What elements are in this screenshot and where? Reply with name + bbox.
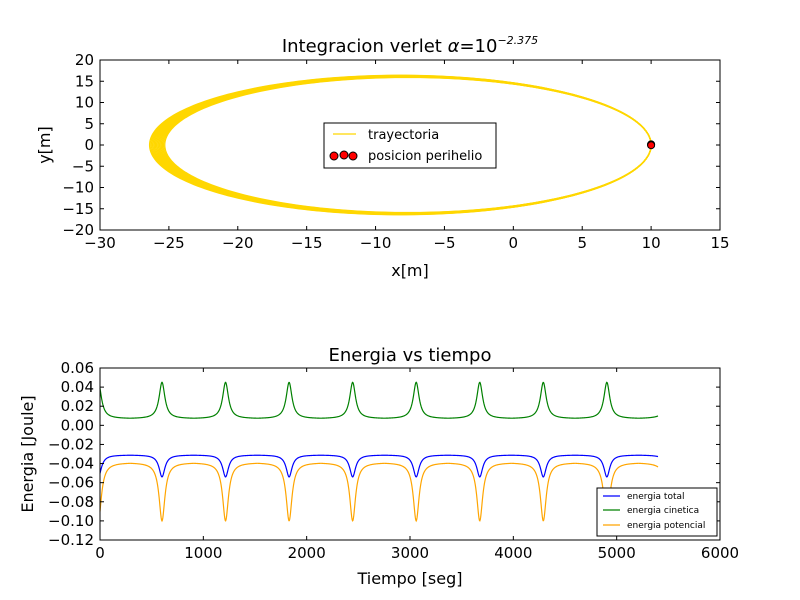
orbit-chart: Integracion verlet α=10−2.375 −30 −25 −20−… <box>35 34 730 280</box>
orbit-y-axis: −20 −15 −10 −5 0 5 10 15 20 <box>62 51 720 239</box>
energy-series-line <box>99 381 659 419</box>
orbit-plot-area <box>148 74 656 216</box>
energy-x-axis-label: Tiempo [seg] <box>356 569 462 588</box>
legend-perihelio-marker <box>329 151 339 161</box>
x-tick-label: 2000 <box>288 544 326 562</box>
legend-perihelio-marker <box>348 151 358 161</box>
x-tick-label: −15 <box>291 234 323 252</box>
y-tick-label: 5 <box>84 115 94 133</box>
y-tick-label: −5 <box>72 157 94 175</box>
orbit-x-axis: −30 −25 −20 −15 −10 −5 0 5 10 15 <box>84 60 730 252</box>
energy-x-axis: 0 1000 2000 3000 4000 5000 6000 <box>95 368 739 562</box>
y-tick-label: −0.06 <box>48 474 94 492</box>
legend-energia-potencial-label: energia potencial <box>627 521 705 531</box>
y-tick-label: 0.00 <box>61 416 94 434</box>
orbit-chart-title: Integracion verlet α=10−2.375 <box>282 34 538 57</box>
energy-series-line <box>99 454 659 478</box>
energy-y-axis-label: Energia [Joule] <box>18 395 37 512</box>
orbit-chart-title-text: Integracion verlet <box>282 36 442 57</box>
y-tick-label: −0.08 <box>48 493 94 511</box>
y-tick-label: −0.10 <box>48 512 94 530</box>
y-tick-label: −15 <box>62 200 94 218</box>
trayectoria-orbit-line <box>164 76 652 214</box>
orbit-legend: trayectoria posicion perihelio <box>323 122 497 169</box>
y-tick-label: 0.06 <box>61 359 94 377</box>
x-tick-label: 5000 <box>598 544 636 562</box>
x-tick-label: 4000 <box>494 544 532 562</box>
x-tick-label: 0 <box>95 544 105 562</box>
x-tick-label: −25 <box>153 234 185 252</box>
x-tick-label: 10 <box>642 234 661 252</box>
energy-series-line <box>99 462 659 523</box>
x-tick-label: −20 <box>222 234 254 252</box>
perihelion-point <box>647 141 656 150</box>
y-tick-label: −0.02 <box>48 435 94 453</box>
y-tick-label: −10 <box>62 179 94 197</box>
legend-perihelio-label: posicion perihelio <box>368 149 482 164</box>
orbit-x-axis-label: x[m] <box>391 261 429 280</box>
y-tick-label: 10 <box>75 94 94 112</box>
orbit-legend-box <box>323 122 497 169</box>
x-tick-label: 3000 <box>391 544 429 562</box>
y-tick-label: 0.02 <box>61 397 94 415</box>
legend-energia-cinetica-label: energia cinetica <box>627 506 699 516</box>
y-tick-label: 0 <box>84 136 94 154</box>
orbit-title-equals: = <box>459 36 474 57</box>
x-tick-label: −10 <box>360 234 392 252</box>
orbit-title-alpha: α <box>448 36 460 57</box>
legend-trayectoria-label: trayectoria <box>368 128 439 143</box>
x-tick-label: −5 <box>433 234 455 252</box>
x-tick-label: 1000 <box>184 544 222 562</box>
energy-plot-area <box>99 381 659 523</box>
energy-chart: Energia vs tiempo 0 1000 2000 3000 4000 5000 6… <box>18 345 739 588</box>
energy-legend: energia total energia cinetica energia p… <box>596 487 718 537</box>
x-tick-label: 6000 <box>701 544 739 562</box>
y-tick-label: 20 <box>75 51 94 69</box>
orbit-y-axis-label: y[m] <box>35 126 54 164</box>
energy-chart-title: Energia vs tiempo <box>329 345 492 366</box>
legend-energia-total-label: energia total <box>627 492 685 502</box>
y-tick-label: 0.04 <box>61 378 94 396</box>
y-tick-label: −20 <box>62 221 94 239</box>
x-tick-label: 0 <box>509 234 519 252</box>
legend-perihelio-marker <box>339 150 349 160</box>
orbit-title-exponent: −2.375 <box>497 34 538 47</box>
y-tick-label: −0.04 <box>48 455 94 473</box>
x-tick-label: −30 <box>84 234 116 252</box>
energy-y-axis: −0.12−0.10−0.08−0.06−0.04−0.020.000.020.… <box>48 359 720 549</box>
x-tick-label: 15 <box>710 234 729 252</box>
x-tick-label: 5 <box>577 234 587 252</box>
y-tick-label: 15 <box>75 72 94 90</box>
y-tick-label: −0.12 <box>48 531 94 549</box>
orbit-title-base: 10 <box>475 36 498 57</box>
